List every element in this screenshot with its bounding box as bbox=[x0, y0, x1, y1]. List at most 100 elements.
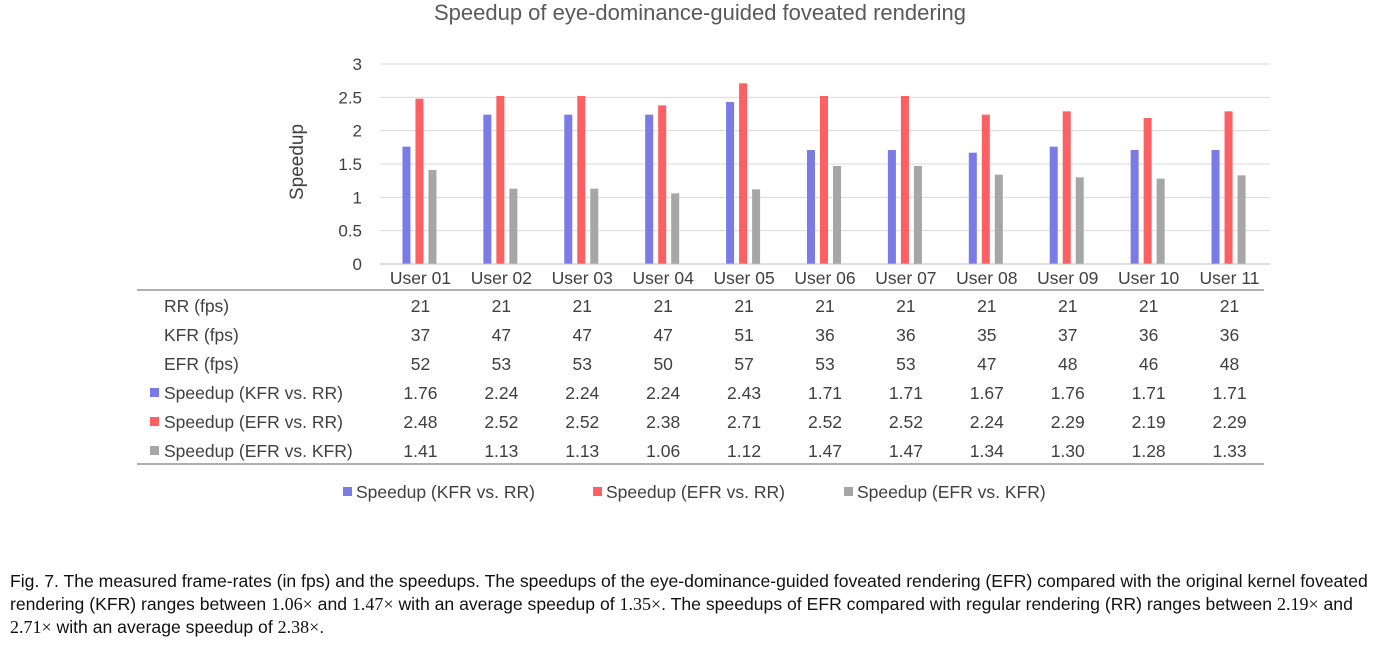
bar bbox=[833, 166, 841, 264]
legend-swatch bbox=[844, 487, 853, 496]
table-cell: 46 bbox=[1139, 354, 1158, 374]
data-label: 1.12 bbox=[727, 441, 761, 461]
table-row-label: Speedup (EFR vs. RR) bbox=[164, 412, 343, 432]
bar bbox=[496, 96, 505, 264]
x-tick-label: User 10 bbox=[1118, 268, 1180, 288]
bar bbox=[1211, 150, 1220, 264]
speedup-chart: Speedup of eye-dominance-guided foveated… bbox=[137, 0, 1270, 502]
table-row-label: KFR (fps) bbox=[164, 325, 239, 345]
y-tick-label: 2 bbox=[353, 122, 362, 141]
table-cell: 21 bbox=[815, 296, 834, 316]
table-cell: 21 bbox=[734, 296, 753, 316]
y-tick-label: 3 bbox=[353, 55, 362, 74]
data-label: 1.47 bbox=[808, 441, 842, 461]
data-label: 1.47 bbox=[889, 441, 923, 461]
table-cell: 53 bbox=[492, 354, 511, 374]
table-row-label: RR (fps) bbox=[164, 296, 229, 316]
table-cell: 47 bbox=[492, 325, 511, 345]
table-cell: 47 bbox=[573, 325, 592, 345]
legend-label: Speedup (EFR vs. KFR) bbox=[857, 482, 1046, 502]
caption-text: . bbox=[319, 617, 325, 637]
table-cell: 48 bbox=[1058, 354, 1077, 374]
table-cell: 57 bbox=[734, 354, 753, 374]
caption-prefix: Fig. 7. The measured frame-rates (in fps… bbox=[10, 571, 1368, 614]
data-label: 2.29 bbox=[1051, 412, 1085, 432]
x-tick-label: User 07 bbox=[875, 268, 936, 288]
bar bbox=[739, 83, 748, 264]
y-tick-label: 1 bbox=[353, 188, 362, 207]
table-row-label: Speedup (KFR vs. RR) bbox=[164, 383, 343, 403]
bar bbox=[483, 114, 492, 265]
table-cell: 21 bbox=[1220, 296, 1239, 316]
data-label: 1.28 bbox=[1132, 441, 1166, 461]
figure-caption: Fig. 7. The measured frame-rates (in fps… bbox=[10, 570, 1395, 639]
table-cell: 47 bbox=[977, 354, 996, 374]
table-cell: 52 bbox=[411, 354, 430, 374]
y-axis-label: Speedup bbox=[287, 124, 308, 200]
bar bbox=[1237, 175, 1246, 264]
x-tick-label: User 11 bbox=[1200, 268, 1260, 288]
caption-value: 2.71× bbox=[10, 617, 52, 637]
data-label: 1.71 bbox=[1132, 383, 1166, 403]
data-label: 2.24 bbox=[970, 412, 1004, 432]
caption-value: 1.06× bbox=[271, 594, 313, 614]
table-cell: 21 bbox=[977, 296, 996, 316]
bar bbox=[509, 188, 518, 264]
data-label: 2.52 bbox=[565, 412, 599, 432]
data-label: 2.71 bbox=[727, 412, 761, 432]
legend-label: Speedup (KFR vs. RR) bbox=[356, 482, 535, 502]
data-label: 2.52 bbox=[484, 412, 518, 432]
bar bbox=[564, 114, 573, 265]
table-legend-swatch bbox=[150, 446, 159, 455]
x-tick-label: User 08 bbox=[956, 268, 1017, 288]
data-label: 1.30 bbox=[1051, 441, 1085, 461]
bar bbox=[1224, 111, 1233, 264]
bar bbox=[415, 98, 424, 265]
data-label: 1.41 bbox=[403, 441, 437, 461]
bar bbox=[900, 96, 909, 264]
data-label: 2.24 bbox=[565, 383, 599, 403]
bar bbox=[994, 174, 1003, 264]
table-cell: 53 bbox=[815, 354, 834, 374]
data-label: 1.13 bbox=[565, 441, 599, 461]
bar bbox=[807, 150, 815, 264]
data-label: 1.34 bbox=[970, 441, 1004, 461]
table-cell: 37 bbox=[411, 325, 430, 345]
data-label: 1.71 bbox=[889, 383, 923, 403]
data-label: 1.76 bbox=[1051, 383, 1085, 403]
table-cell: 21 bbox=[653, 296, 672, 316]
table-cell: 21 bbox=[896, 296, 915, 316]
x-tick-label: User 09 bbox=[1037, 268, 1098, 288]
bar bbox=[658, 105, 667, 264]
caption-value: 1.47× bbox=[351, 594, 394, 614]
caption-value: 2.19× bbox=[1276, 594, 1319, 614]
legend-swatch bbox=[343, 487, 352, 496]
table-cell: 50 bbox=[653, 354, 673, 374]
bar bbox=[1143, 118, 1152, 264]
data-label: 2.19 bbox=[1132, 412, 1166, 432]
bar bbox=[1062, 111, 1071, 264]
y-tick-label: 1.5 bbox=[338, 155, 362, 174]
caption-text: . The speedups of EFR compared with regu… bbox=[661, 594, 1277, 614]
table-cell: 36 bbox=[1220, 325, 1239, 345]
table-cell: 36 bbox=[896, 325, 915, 345]
bar bbox=[1156, 178, 1165, 264]
caption-text: with an average speedup of bbox=[393, 594, 620, 614]
data-label: 1.33 bbox=[1213, 441, 1247, 461]
table-cell: 53 bbox=[573, 354, 592, 374]
bar bbox=[428, 170, 437, 264]
data-label: 2.24 bbox=[484, 383, 518, 403]
bar bbox=[1049, 146, 1058, 264]
bar bbox=[752, 189, 761, 264]
table-cell: 35 bbox=[977, 325, 996, 345]
caption-value: 1.35× bbox=[619, 594, 662, 614]
y-tick-label: 0 bbox=[353, 255, 362, 274]
table-cell: 36 bbox=[815, 325, 834, 345]
table-cell: 21 bbox=[411, 296, 430, 316]
bar bbox=[402, 146, 411, 264]
table-cell: 51 bbox=[734, 325, 753, 345]
table-legend-swatch bbox=[150, 417, 159, 426]
table-cell: 21 bbox=[573, 296, 592, 316]
bar bbox=[1130, 150, 1139, 264]
data-label: 2.29 bbox=[1213, 412, 1247, 432]
